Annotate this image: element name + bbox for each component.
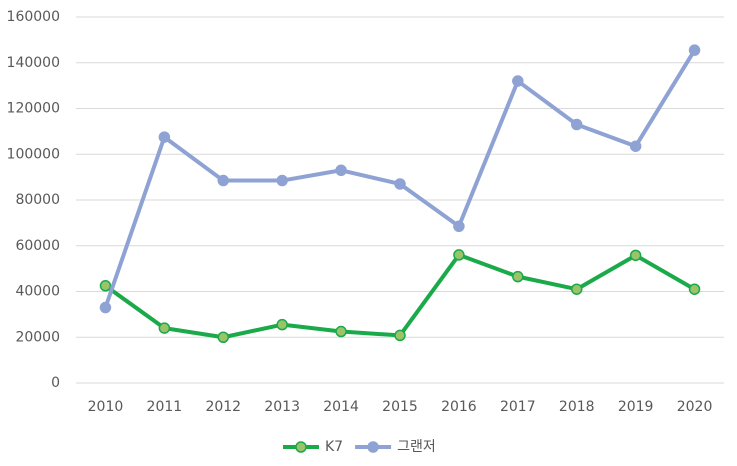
y-tick-label: 120000 [7,101,60,117]
x-tick-label: 2013 [264,399,300,415]
x-tick-label: 2014 [323,399,359,415]
data-point [453,249,465,261]
data-point [99,301,112,314]
data-point [217,331,230,343]
y-tick-label: 60000 [15,238,60,254]
y-tick-label: 100000 [7,146,60,162]
data-point [688,283,701,295]
data-point [512,270,524,283]
data-point [217,174,230,187]
x-tick-label: 2010 [88,399,124,415]
legend-marker [295,441,307,453]
x-tick-label: 2018 [559,399,595,415]
data-point [688,44,701,56]
x-tick-label: 2017 [500,399,536,415]
y-tick-label: 80000 [15,192,60,208]
y-tick-label: 160000 [7,9,60,25]
x-tick-label: 2020 [677,399,713,415]
data-point [570,283,583,295]
series-line [104,252,696,340]
x-tick-label: 2011 [147,399,183,415]
data-point [629,249,642,262]
x-tick-label: 2012 [205,399,241,415]
x-tick-label: 2015 [382,399,418,415]
data-point [394,178,406,190]
y-tick-label: 40000 [15,284,60,300]
data-point [158,131,171,143]
data-point [276,318,288,331]
y-tick-label: 0 [51,375,60,391]
data-point [512,75,524,87]
data-point [570,118,583,131]
data-point [335,325,347,338]
x-tick-label: 2019 [618,399,654,415]
legend-label: K7 [325,439,343,455]
data-point [453,220,465,233]
legend-label: 그랜저 [397,439,436,455]
y-tick-label: 20000 [15,329,60,345]
data-point [99,280,112,292]
data-point [335,164,347,177]
y-tick-label: 140000 [7,55,60,71]
data-point [394,329,406,342]
legend-marker [367,441,379,453]
x-tick-label: 2016 [441,399,477,415]
data-point [276,174,288,187]
data-point [158,322,171,334]
data-point [629,140,642,152]
